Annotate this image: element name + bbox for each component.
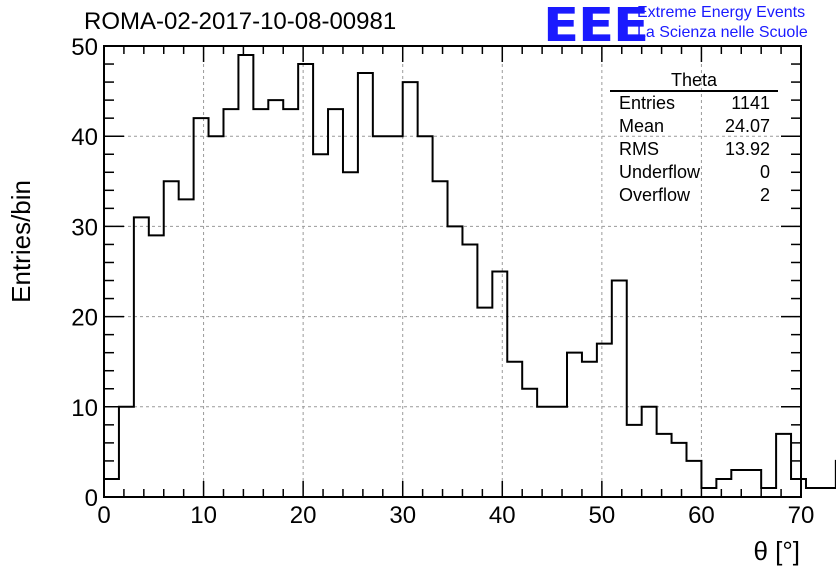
stats-value-overflow: 2 <box>759 185 770 205</box>
stats-row: Underflow 0 <box>610 161 778 184</box>
x-tick-label: 30 <box>389 502 416 529</box>
plot-frame <box>103 45 802 498</box>
y-tick-label: 30 <box>71 214 98 241</box>
x-tick-labels: 0 10 20 30 40 50 60 70 <box>97 502 814 529</box>
stats-label-underflow: Underflow <box>619 162 701 182</box>
x-tick-label: 20 <box>290 502 317 529</box>
stats-value-rms: 13.92 <box>724 139 770 159</box>
stats-label-entries: Entries <box>619 93 676 113</box>
stats-label-mean: Mean <box>619 116 665 136</box>
y-tick-label: 50 <box>71 34 98 61</box>
stats-value-mean: 24.07 <box>724 116 770 136</box>
y-tick-label: 0 <box>85 485 98 512</box>
x-tick-label: 40 <box>489 502 516 529</box>
stats-row: Overflow 2 <box>610 184 778 207</box>
x-axis-label: θ [°] <box>753 536 800 566</box>
y-tick-label: 40 <box>71 124 98 151</box>
x-tick-label: 60 <box>688 502 715 529</box>
stats-label-overflow: Overflow <box>619 185 691 205</box>
stats-box: Theta Entries 1141 Mean 24.07 RMS 13.92 … <box>610 70 778 207</box>
stats-value-underflow: 0 <box>759 162 770 182</box>
logo-line-1: Extreme Energy Events <box>637 4 806 21</box>
histogram-line <box>103 54 836 497</box>
stats-row: Entries 1141 <box>610 92 778 115</box>
chart-title: ROMA-02-2017-10-08-00981 <box>84 8 397 35</box>
x-tick-label: 70 <box>788 502 815 529</box>
y-axis-label: Entries/bin <box>6 180 36 303</box>
stats-value-entries: 1141 <box>731 93 770 113</box>
axis-ticks <box>103 45 802 498</box>
stats-row: Mean 24.07 <box>610 115 778 138</box>
x-tick-label: 10 <box>190 502 217 529</box>
x-tick-label: 50 <box>589 502 616 529</box>
stats-row: RMS 13.92 <box>610 138 778 161</box>
logo-line-2: La Scienza nelle Scuole <box>637 24 808 41</box>
stats-label-rms: RMS <box>619 139 659 159</box>
y-tick-labels: 0 10 20 30 40 50 <box>71 34 98 512</box>
x-tick-label: 0 <box>97 502 110 529</box>
eee-logo: EEE <box>543 0 649 52</box>
stats-title: Theta <box>610 70 778 92</box>
y-tick-label: 20 <box>71 305 98 332</box>
y-tick-label: 10 <box>71 395 98 422</box>
